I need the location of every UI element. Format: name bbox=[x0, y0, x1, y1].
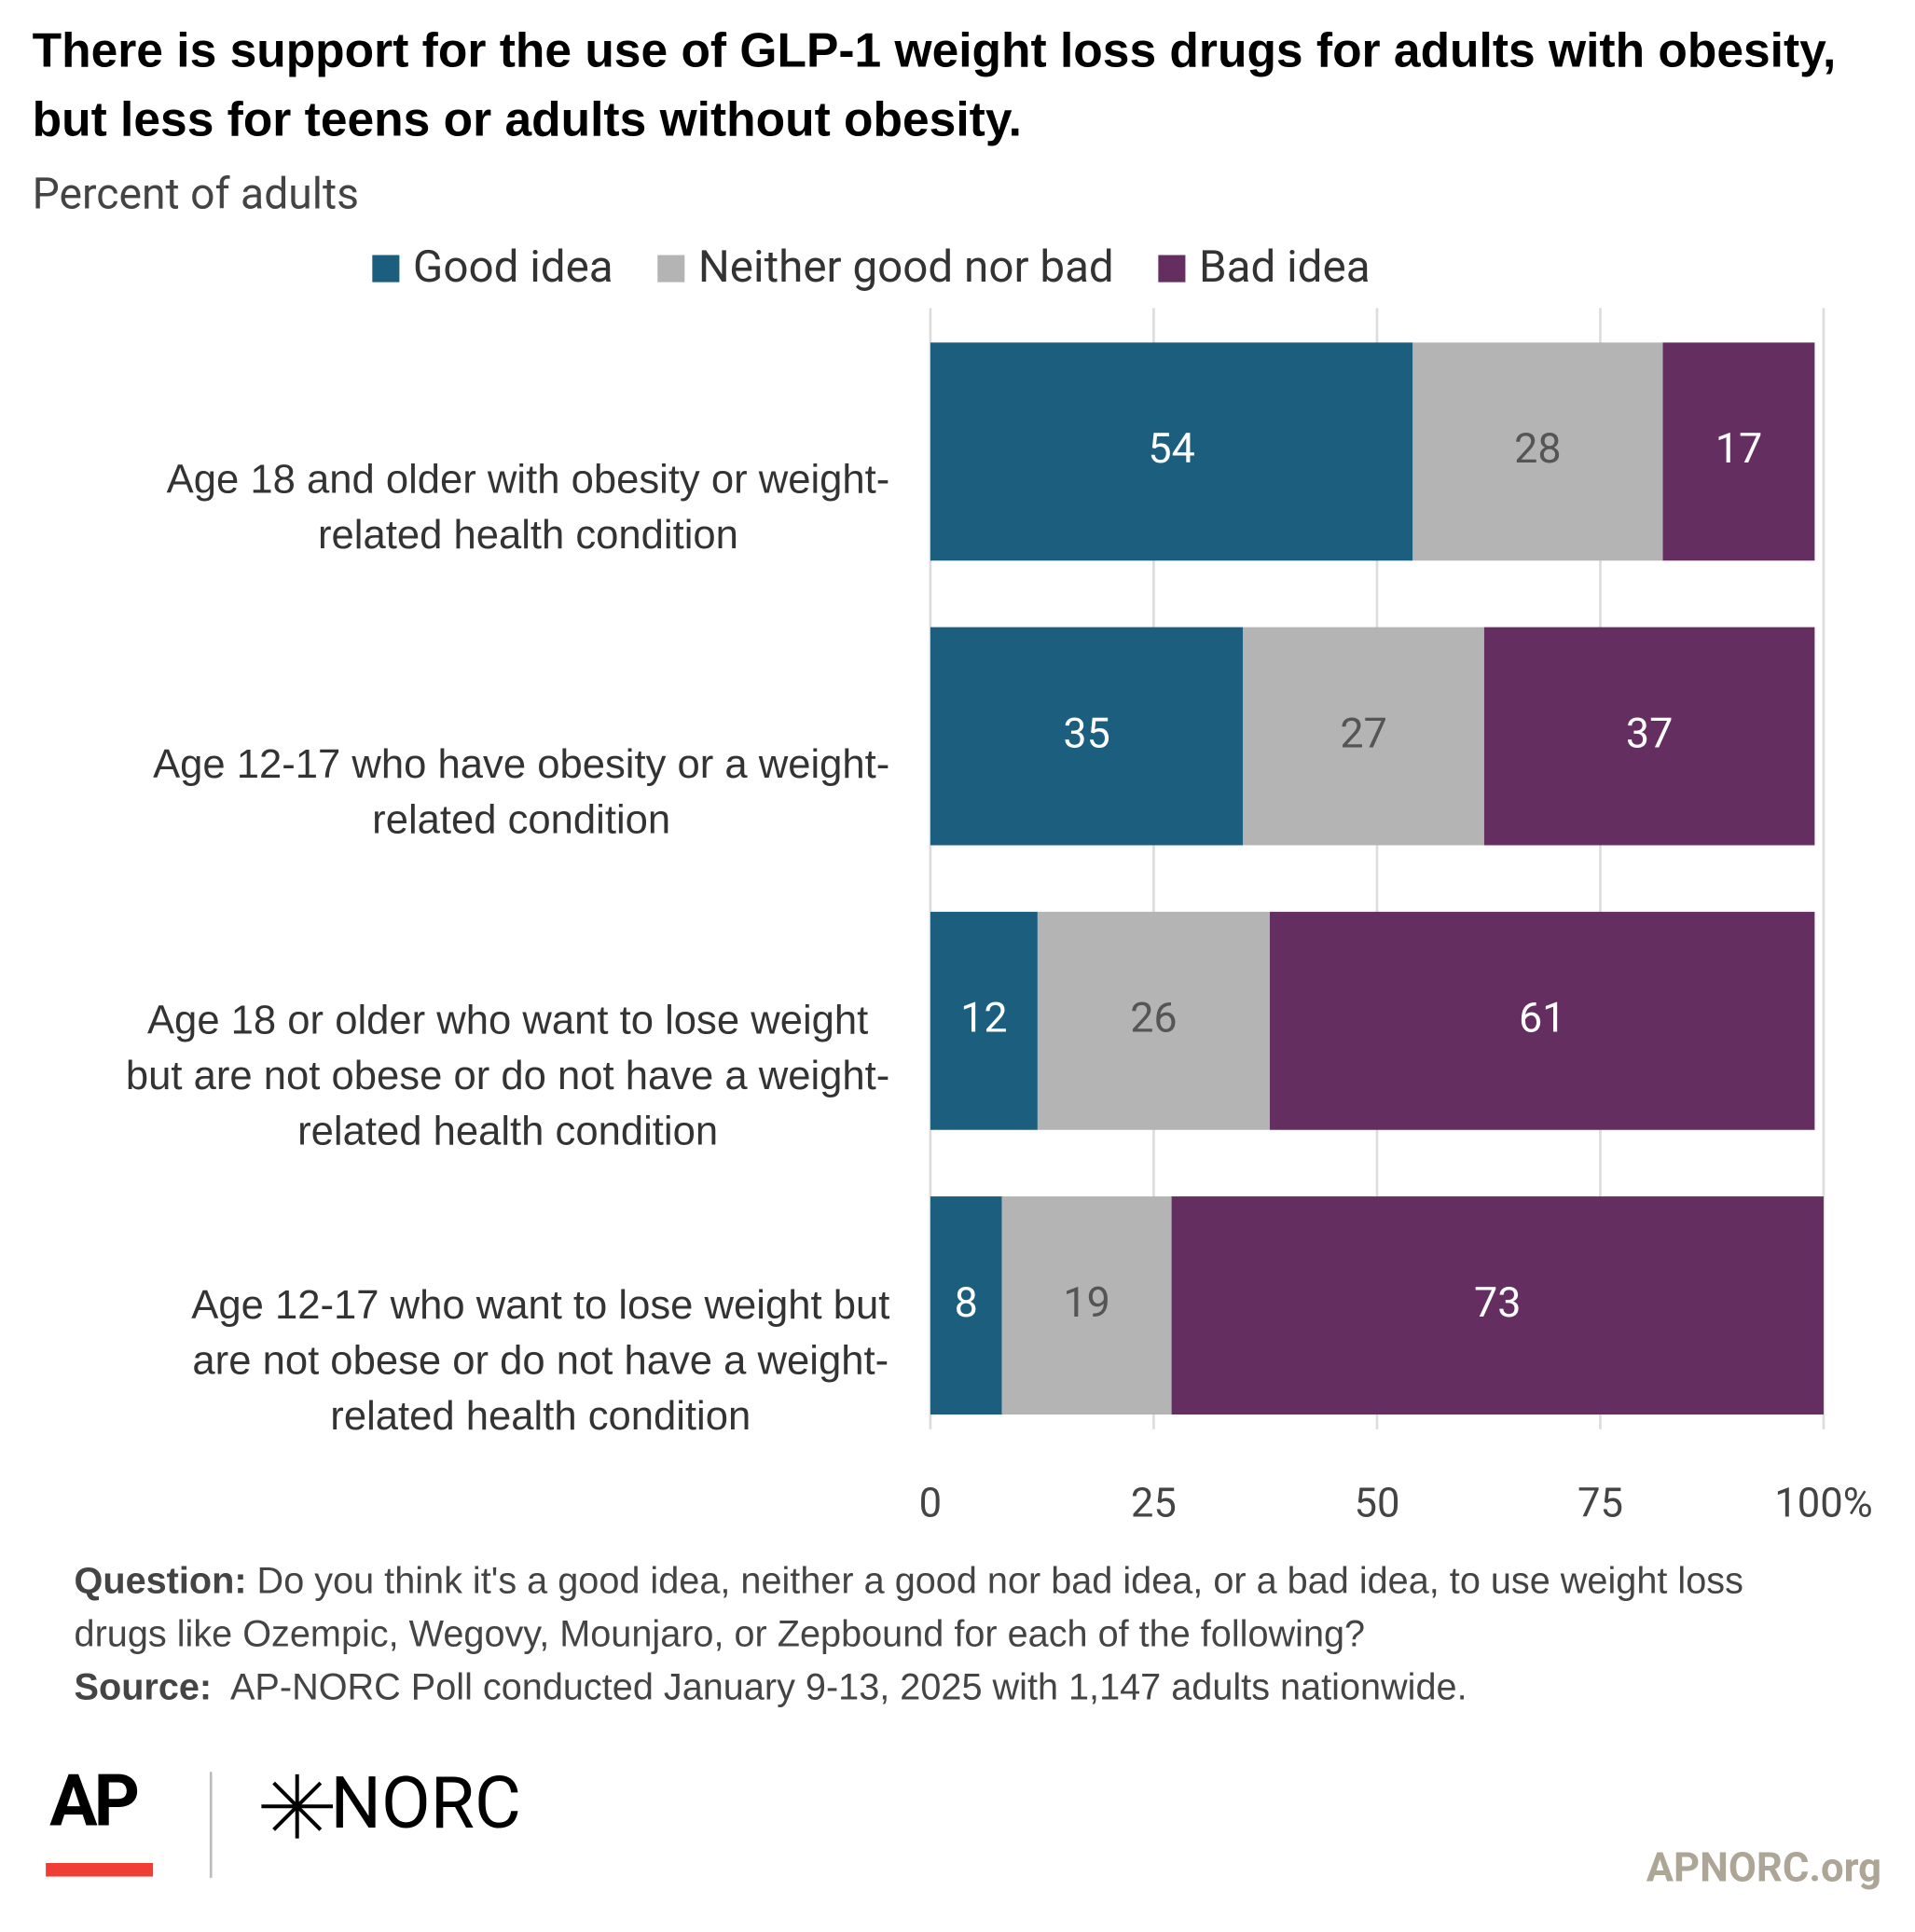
x-tick-label: 0 bbox=[919, 1479, 943, 1526]
data-label: 35 bbox=[1063, 708, 1109, 757]
category-wrap: Age 12-17 who want to lose weight but ar… bbox=[0, 1236, 889, 1483]
ap-logo-bar bbox=[46, 1863, 154, 1877]
bar-segment bbox=[930, 911, 1038, 1130]
data-label: 37 bbox=[1626, 708, 1673, 757]
ap-logo: AP bbox=[49, 1759, 138, 1842]
category-box: Age 18 or older who want to lose weight … bbox=[0, 952, 889, 1198]
bar-segment bbox=[930, 627, 1244, 846]
norc-star bbox=[261, 1773, 334, 1839]
category-wrap: Age 18 or older who want to lose weight … bbox=[0, 952, 889, 1198]
bar-segment bbox=[1269, 911, 1815, 1130]
data-label: 73 bbox=[1474, 1277, 1521, 1327]
legend-label: Neither good nor bad bbox=[698, 241, 1114, 293]
bar-segment bbox=[930, 342, 1413, 561]
legend-swatch bbox=[1158, 255, 1186, 283]
norc-logo: NORC bbox=[330, 1761, 520, 1845]
legend-label: Good idea bbox=[413, 241, 613, 293]
data-label: 26 bbox=[1130, 993, 1177, 1042]
footer-box: Question: Do you think it's a good idea,… bbox=[75, 1555, 1799, 1714]
bar-segment bbox=[1171, 1196, 1824, 1414]
question-text: Do you think it's a good idea, neither a… bbox=[74, 1561, 1743, 1655]
category-label: Age 12-17 who have obesity or a weight- … bbox=[153, 739, 890, 841]
category-label: Age 18 or older who want to lose weight … bbox=[125, 997, 890, 1153]
legend-swatch bbox=[372, 255, 400, 283]
legend-label: Bad idea bbox=[1199, 241, 1371, 293]
site-link: APNORC.org bbox=[1646, 1843, 1881, 1891]
source-text: AP-NORC Poll conducted January 9-13, 202… bbox=[229, 1666, 1467, 1708]
category-box: Age 18 and older with obesity or weight-… bbox=[0, 382, 890, 628]
data-label: 19 bbox=[1063, 1277, 1109, 1327]
bar-segment bbox=[1483, 627, 1815, 846]
bar-segment bbox=[1037, 911, 1270, 1130]
legend-swatch bbox=[657, 255, 685, 283]
x-tick-label: 50 bbox=[1354, 1479, 1399, 1526]
bar-segment bbox=[1412, 342, 1663, 561]
x-tick-label: 100% bbox=[1774, 1479, 1872, 1526]
category-label: Age 12-17 who want to lose weight but ar… bbox=[191, 1281, 890, 1439]
category-wrap: Age 18 and older with obesity or weight-… bbox=[0, 382, 890, 628]
data-label: 12 bbox=[960, 993, 1007, 1042]
title-box: There is support for the use of GLP-1 we… bbox=[32, 24, 1837, 147]
x-tick-label: 25 bbox=[1131, 1479, 1177, 1526]
bar-segment bbox=[930, 1196, 1002, 1414]
data-label: 61 bbox=[1519, 993, 1565, 1042]
bar-segment bbox=[1243, 627, 1484, 846]
chart-subtitle: Percent of adults bbox=[33, 170, 359, 220]
question-label: Question: bbox=[74, 1561, 247, 1602]
data-label: 54 bbox=[1148, 423, 1194, 473]
category-label: Age 18 and older with obesity or weight-… bbox=[166, 455, 890, 557]
bar-segment bbox=[1662, 342, 1815, 561]
category-wrap: Age 12-17 who have obesity or a weight- … bbox=[0, 668, 889, 914]
data-label: 28 bbox=[1514, 423, 1561, 473]
bar-segment bbox=[1001, 1196, 1172, 1414]
footer: Question: Do you think it's a good idea,… bbox=[75, 1555, 1799, 1714]
source-label: Source: bbox=[74, 1666, 213, 1708]
data-label: 17 bbox=[1715, 423, 1762, 473]
category-box: Age 12-17 who want to lose weight but ar… bbox=[0, 1236, 889, 1483]
data-label: 8 bbox=[955, 1277, 978, 1327]
x-tick-label: 75 bbox=[1577, 1479, 1623, 1526]
chart-title: There is support for the use of GLP-1 we… bbox=[32, 24, 1837, 147]
data-label: 27 bbox=[1340, 708, 1386, 757]
category-box: Age 12-17 who have obesity or a weight- … bbox=[0, 668, 889, 914]
